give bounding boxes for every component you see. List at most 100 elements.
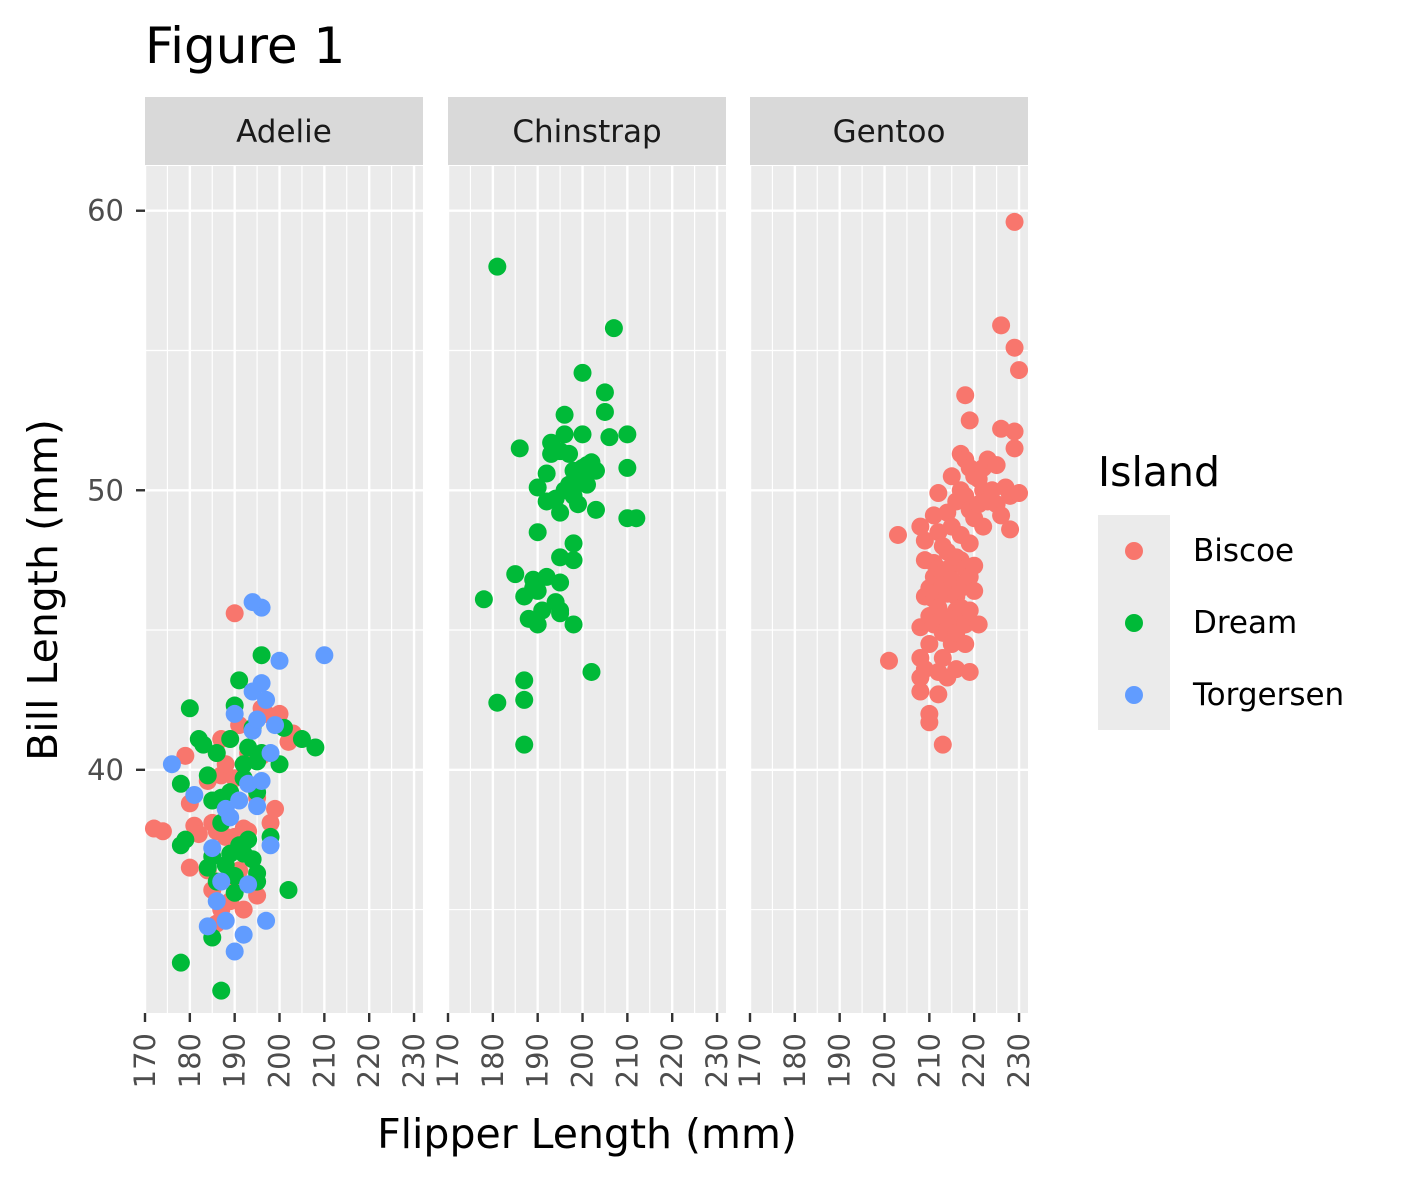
legend-label-dream: Dream [1193,605,1297,641]
y-axis-title: Bill Length (mm) [19,419,67,761]
point-biscoe [234,900,253,919]
point-dream [564,551,583,570]
point-dream [533,601,552,620]
point-dream [627,509,646,528]
point-dream [225,867,244,886]
point-dream [474,590,493,609]
point-dream [243,850,262,869]
point-biscoe [1005,212,1024,231]
point-biscoe [992,316,1011,335]
x-tick-label: 210 [610,1033,644,1088]
point-torgersen [248,797,267,816]
point-torgersen [185,785,204,804]
minor-gridlines [448,166,726,1013]
major-gridlines [143,166,423,1013]
point-dream [573,425,592,444]
x-tick-label: 200 [263,1033,297,1088]
legend-key-dream [1125,614,1143,632]
x-tick-label: 220 [655,1033,689,1088]
point-torgersen [248,710,267,729]
point-torgersen [252,674,271,693]
point-biscoe [929,523,948,542]
point-biscoe [911,682,930,701]
facet-strip-label: Chinstrap [512,114,661,150]
facet-panel-chinstrap: Chinstrap 170 180 190 200 210 220 230 [431,97,734,1088]
chart-title: Figure 1 [145,17,345,75]
point-biscoe [1005,439,1024,458]
point-biscoe [960,534,979,553]
x-axis-title: Flipper Length (mm) [377,1110,797,1158]
point-dream [551,503,570,522]
point-torgersen [266,716,285,735]
point-biscoe [933,735,952,754]
point-torgersen [203,839,222,858]
x-tick-label: 170 [128,1033,162,1088]
point-dream [537,567,556,586]
facet-strip [145,97,423,165]
major-gridlines [446,166,726,1013]
panel-background [448,166,726,1013]
point-dream [515,735,534,754]
point-dream [555,425,574,444]
point-biscoe [1001,520,1020,539]
x-tick-label: 230 [700,1033,734,1088]
point-biscoe [915,660,934,679]
y-tick-label: 50 [87,473,124,507]
x-tick-label: 230 [1002,1033,1036,1088]
point-torgersen [225,704,244,723]
point-torgersen [198,917,217,936]
point-biscoe [225,604,244,623]
point-biscoe [960,662,979,681]
facet-strip-label: Gentoo [833,114,946,150]
legend-label-torgersen: Torgersen [1192,677,1344,713]
point-biscoe [956,486,975,505]
point-dream [586,500,605,519]
point-dream [569,495,588,514]
x-tick-label: 220 [957,1033,991,1088]
point-dream [551,604,570,623]
point-torgersen [221,808,240,827]
point-biscoe [924,506,943,525]
x-axis-gentoo: 170 180 190 200 210 220 230 [733,1013,1036,1088]
point-torgersen [261,744,280,763]
point-biscoe [180,858,199,877]
point-dream [252,646,271,665]
legend: Island Biscoe Dream Torgersen [1098,448,1344,730]
facet-panel-adelie: Adelie 170 180 190 200 210 220 230 [128,97,431,1088]
major-gridlines [748,166,1028,1013]
point-dream [528,615,547,634]
minor-gridlines [145,166,423,1013]
point-biscoe [153,822,172,841]
point-dream [171,774,190,793]
x-tick-label: 180 [778,1033,812,1088]
point-biscoe [1010,361,1029,380]
point-dream [234,755,253,774]
point-dream [551,548,570,567]
point-dream [515,671,534,690]
point-dream [239,830,258,849]
point-biscoe [942,467,961,486]
point-torgersen [207,892,226,911]
point-biscoe [929,685,948,704]
point-biscoe [956,615,975,634]
x-tick-label: 190 [218,1033,252,1088]
point-biscoe [956,386,975,405]
point-dream [564,534,583,553]
point-dream [595,383,614,402]
point-torgersen [212,872,231,891]
facet-strip [750,97,1028,165]
point-torgersen [315,646,334,665]
point-biscoe [992,506,1011,525]
point-dream [176,830,195,849]
point-torgersen [261,836,280,855]
facet-strip [448,97,726,165]
x-tick-label: 180 [476,1033,510,1088]
legend-key-torgersen [1125,686,1143,704]
point-biscoe [189,825,208,844]
x-tick-label: 210 [912,1033,946,1088]
point-torgersen [239,774,258,793]
legend-entries: Biscoe Dream Torgersen [1125,533,1344,713]
x-tick-label: 180 [173,1033,207,1088]
x-tick-label: 220 [352,1033,386,1088]
